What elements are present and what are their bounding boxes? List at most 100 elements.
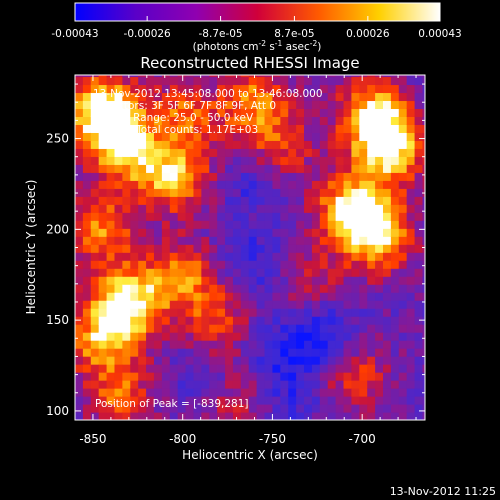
heatmap-cell — [311, 284, 321, 293]
heatmap-cell — [359, 204, 368, 213]
heatmap-cell — [296, 124, 305, 133]
heatmap-cell — [343, 252, 353, 261]
heatmap-cell — [82, 132, 92, 141]
heatmap-cell — [296, 412, 305, 420]
heatmap-cell — [296, 108, 305, 117]
heatmap-cell — [201, 164, 210, 173]
heatmap-cell — [343, 75, 353, 78]
heatmap-cell — [335, 388, 345, 397]
heatmap-cell — [232, 196, 242, 205]
heatmap-cell — [240, 220, 250, 229]
heatmap-cell — [209, 228, 218, 237]
heatmap-cell — [114, 188, 123, 197]
heatmap-cell — [304, 300, 313, 309]
heatmap-cell — [193, 220, 202, 229]
heatmap-cell — [280, 276, 289, 285]
heatmap-cell — [201, 364, 210, 373]
heatmap-cell — [280, 332, 289, 341]
x-tick-label: -850 — [79, 432, 106, 446]
heatmap-cell — [209, 308, 218, 317]
heatmap-cell — [82, 380, 92, 389]
heatmap-cell — [217, 260, 226, 269]
heatmap-cell — [256, 260, 266, 269]
heatmap-cell — [90, 308, 100, 317]
heatmap-cell — [359, 164, 368, 173]
heatmap-cell — [343, 388, 353, 397]
heatmap-cell — [422, 260, 425, 269]
heatmap-cell — [185, 164, 195, 173]
heatmap-cell — [327, 212, 337, 221]
colorbar-tick-label: -8.7e-05 — [199, 28, 243, 40]
heatmap-cell — [138, 164, 147, 173]
heatmap-cell — [367, 196, 376, 205]
heatmap-cell — [169, 76, 179, 86]
heatmap-cell — [114, 412, 123, 420]
heatmap-cell — [311, 308, 321, 317]
heatmap-cell — [406, 156, 416, 165]
heatmap-cell — [217, 404, 226, 413]
heatmap-cell — [367, 164, 376, 173]
heatmap-cell — [217, 75, 226, 78]
heatmap-cell — [138, 75, 147, 78]
heatmap-cell — [217, 236, 226, 245]
heatmap-cell — [264, 220, 274, 229]
heatmap-cell — [169, 148, 179, 157]
heatmap-cell — [264, 260, 274, 269]
heatmap-cell — [225, 84, 234, 94]
heatmap-cell — [240, 172, 250, 181]
heatmap-cell — [225, 108, 234, 117]
heatmap-cell — [327, 188, 337, 197]
heatmap-cell — [217, 76, 226, 86]
heatmap-cell — [375, 116, 384, 125]
heatmap-cell — [398, 316, 408, 325]
heatmap-cell — [161, 108, 171, 117]
heatmap-cell — [351, 356, 360, 365]
heatmap-cell — [169, 316, 179, 325]
heatmap-cell — [106, 412, 116, 420]
heatmap-cell — [122, 340, 131, 349]
heatmap-cell — [106, 396, 116, 405]
heatmap-cell — [296, 76, 305, 86]
heatmap-cell — [169, 140, 179, 149]
heatmap-cell — [185, 332, 195, 341]
heatmap-cell — [398, 284, 408, 293]
heatmap-cell — [359, 316, 368, 325]
heatmap-cell — [193, 324, 202, 333]
heatmap-cell — [240, 308, 250, 317]
heatmap-cell — [217, 172, 226, 181]
heatmap-cell — [161, 116, 171, 125]
heatmap-cell — [288, 228, 297, 237]
heatmap-cell — [98, 292, 108, 301]
heatmap-cell — [311, 260, 321, 269]
heatmap-cell — [90, 108, 100, 117]
heatmap-cell — [343, 268, 353, 277]
heatmap-cell — [375, 212, 384, 221]
heatmap-cell — [383, 380, 392, 389]
heatmap-cell — [327, 252, 337, 261]
heatmap-cell — [375, 292, 384, 301]
heatmap-cell — [177, 140, 187, 149]
heatmap-cell — [327, 308, 337, 317]
heatmap-cell — [304, 220, 313, 229]
heatmap-cell — [367, 100, 376, 110]
heatmap-cell — [240, 404, 250, 413]
heatmap-cell — [422, 220, 425, 229]
heatmap-cell — [138, 260, 147, 269]
heatmap-cell — [138, 156, 147, 165]
heatmap-cell — [406, 268, 416, 277]
heatmap-cell — [264, 244, 274, 253]
heatmap-cell — [177, 404, 187, 413]
heatmap-cell — [122, 324, 131, 333]
heatmap-cell — [130, 404, 139, 413]
heatmap-cell — [232, 300, 242, 309]
heatmap-cell — [280, 116, 289, 125]
heatmap-cell — [240, 100, 250, 110]
heatmap-cell — [390, 244, 400, 253]
heatmap-cell — [153, 252, 163, 261]
heatmap-cell — [185, 196, 195, 205]
heatmap-cell — [304, 380, 313, 389]
heatmap-cell — [122, 332, 131, 341]
heatmap-cell — [288, 172, 297, 181]
heatmap-cell — [327, 180, 337, 189]
heatmap-cell — [327, 196, 337, 205]
